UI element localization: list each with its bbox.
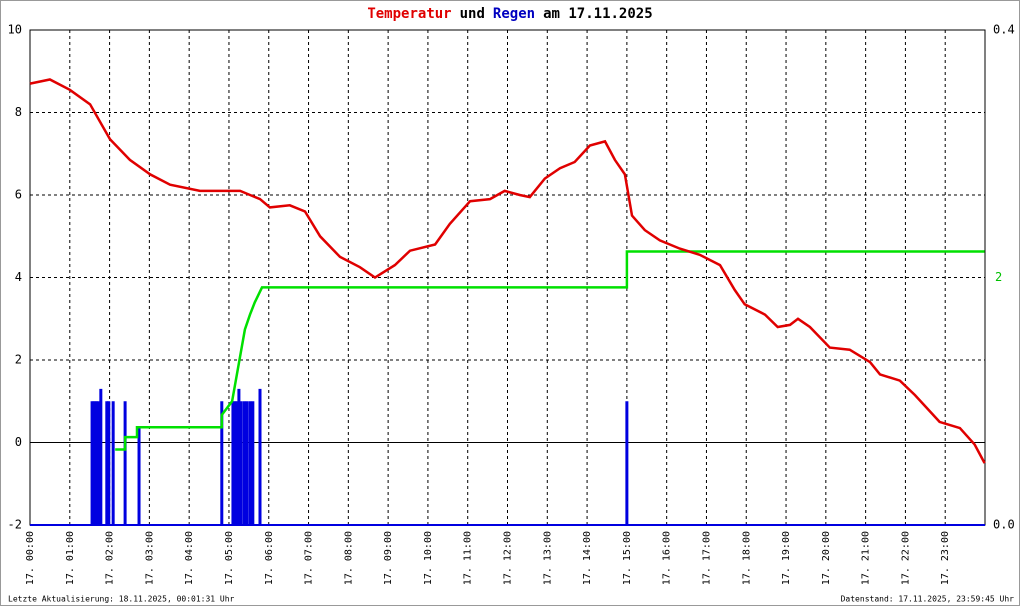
rain-bar (258, 388, 262, 525)
x-tick-label: 17. 16:00 (662, 531, 673, 585)
x-tick-label: 17. 12:00 (503, 531, 514, 585)
x-tick-label: 17. 15:00 (622, 531, 633, 585)
title-part: Temperatur (367, 6, 451, 22)
rain-bar (235, 401, 239, 525)
x-tick-label: 17. 18:00 (741, 531, 752, 585)
x-tick-label: 17. 03:00 (144, 531, 155, 585)
y-tick-label: 2 (15, 353, 22, 367)
title-part: Regen (493, 6, 535, 22)
rain-bar (220, 401, 224, 525)
chart-title: Temperatur und Regen am 17.11.2025 (367, 6, 652, 22)
rain-bar (94, 401, 98, 525)
footer-left: Letzte Aktualisierung: 18.11.2025, 00:01… (8, 595, 235, 604)
y2-tick-label: 0.4 (993, 23, 1015, 37)
x-tick-label: 17. 04:00 (184, 531, 195, 585)
x-tick-label: 17. 08:00 (343, 531, 354, 585)
x-tick-label: 17. 17:00 (701, 531, 712, 585)
rain-bar (123, 401, 127, 525)
rain-bar (237, 388, 241, 525)
x-tick-label: 17. 10:00 (423, 531, 434, 585)
y-tick-label: -2 (8, 518, 22, 532)
title-part: und (460, 6, 485, 22)
x-tick-label: 17. 06:00 (264, 531, 275, 585)
x-tick-label: 17. 00:00 (25, 531, 36, 585)
x-tick-label: 17. 11:00 (463, 531, 474, 585)
rain-bar (137, 426, 141, 525)
y-tick-label: 0 (15, 435, 22, 449)
rain-bar (242, 401, 246, 525)
y2-tick-label: 0.0 (993, 518, 1015, 532)
x-tick-label: 17. 14:00 (582, 531, 593, 585)
x-tick-label: 17. 07:00 (304, 531, 315, 585)
x-tick-label: 17. 05:00 (224, 531, 235, 585)
rain-bar (107, 401, 111, 525)
y-tick-label: 10 (8, 23, 22, 37)
x-tick-label: 17. 01:00 (65, 531, 76, 585)
x-tick-label: 17. 22:00 (900, 531, 911, 585)
rain-bar (251, 401, 255, 525)
rain-bar (625, 401, 629, 525)
x-tick-label: 17. 09:00 (383, 531, 394, 585)
rain-bar (111, 401, 115, 525)
rain-bar (99, 388, 103, 525)
series-line (29, 78, 986, 464)
rain-bar (105, 401, 109, 525)
x-tick-label: 17. 13:00 (542, 531, 553, 585)
footer-right: Datenstand: 17.11.2025, 23:59:45 Uhr (841, 595, 1015, 604)
rain-bar (90, 401, 94, 525)
series-line (115, 250, 985, 451)
x-tick-label: 17. 23:00 (940, 531, 951, 585)
y3-tick-label: 2 (995, 270, 1002, 284)
title-part: am 17.11.2025 (543, 6, 653, 22)
x-tick-label: 17. 21:00 (861, 531, 872, 585)
rain-bar (233, 401, 237, 525)
rain-bar (231, 401, 235, 525)
y-tick-label: 6 (15, 188, 22, 202)
x-tick-label: 17. 20:00 (821, 531, 832, 585)
y-tick-label: 8 (15, 105, 22, 119)
rain-bar (248, 401, 252, 525)
y-tick-label: 4 (15, 270, 22, 284)
x-tick-label: 17. 02:00 (105, 531, 116, 585)
x-tick-label: 17. 19:00 (781, 531, 792, 585)
rain-bar (245, 401, 249, 525)
rain-bar (96, 401, 100, 525)
rain-bar (92, 401, 96, 525)
rain-bar (239, 401, 243, 525)
